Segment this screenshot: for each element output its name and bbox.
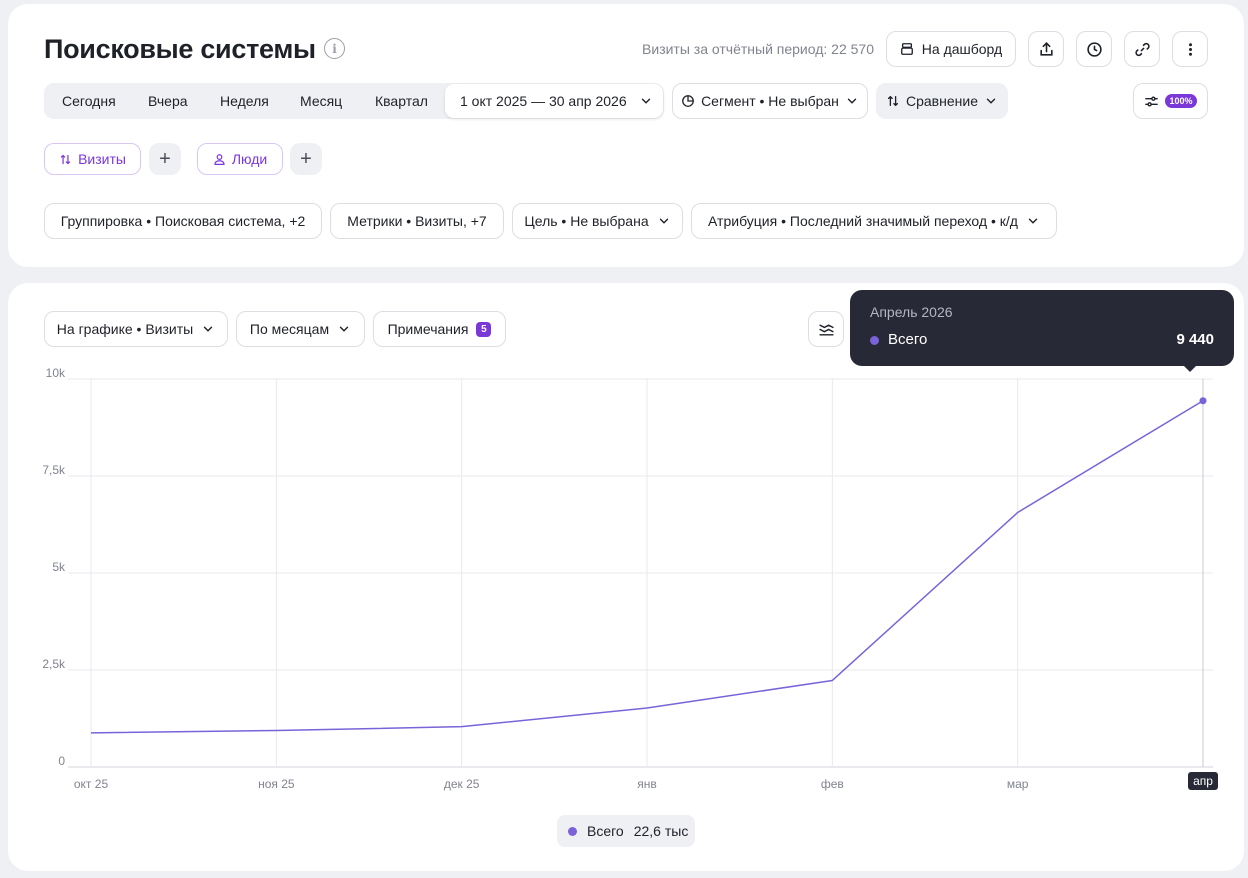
clock-icon [1086,41,1102,57]
chevron-down-icon [986,98,996,104]
y-tick-label: 7,5k [42,463,66,477]
x-tick-label: янв [637,777,657,791]
period-yesterday[interactable]: Вчера [148,93,188,109]
visits-tag[interactable]: Визиты [44,143,141,175]
x-tick-highlight [1188,772,1218,790]
person-icon [214,153,225,165]
page-title: Поисковые системы [44,34,316,64]
graph-metric-selector[interactable]: На графике • Визиты [44,311,228,347]
people-tag-label: Люди [231,151,268,167]
x-tick-label: мар [1007,777,1029,791]
line-chart-icon [818,323,834,336]
sampling-badge: 100% [1165,94,1197,108]
share-link-button[interactable] [1124,31,1160,67]
compare-arrows-icon [60,154,71,164]
export-button[interactable] [1028,31,1064,67]
date-range-picker[interactable]: 1 окт 2025 — 30 апр 2026 [445,84,663,118]
chevron-down-icon [339,326,349,332]
y-tick-label: 0 [58,754,65,768]
x-tick-label: ноя 25 [258,777,295,791]
tooltip-series-dot [870,336,879,345]
notes-button[interactable]: Примечания 5 [373,311,506,347]
segment-selector[interactable]: Сегмент • Не выбран [672,83,868,119]
x-tick-label: фев [821,777,844,791]
time-grouping-selector[interactable]: По месяцам [236,311,365,347]
comparison-label: Сравнение [906,93,978,109]
dashboard-icon [900,43,913,55]
legend-total: 22,6 тыс [633,823,689,839]
period-quarter[interactable]: Квартал [375,93,428,109]
notes-count-badge: 5 [476,321,492,337]
grouping-selector[interactable]: Группировка • Поисковая система, +2 [44,203,322,239]
report-header-card: Поисковые системы i Визиты за отчётный п… [8,4,1244,267]
chart-type-button[interactable] [808,311,844,347]
attribution-selector[interactable]: Атрибуция • Последний значимый переход •… [691,203,1057,239]
tooltip-series-name: Всего [888,331,928,348]
tooltip-value: 9 440 [1176,331,1214,348]
period-today[interactable]: Сегодня [62,93,116,109]
time-grouping-label: По месяцам [249,321,330,337]
info-icon[interactable]: i [324,38,345,59]
history-button[interactable] [1076,31,1112,67]
chevron-down-icon [847,98,857,104]
period-week[interactable]: Неделя [220,93,269,109]
add-to-dashboard-label: На дашборд [921,41,1003,57]
x-tick-label: дек 25 [444,777,480,791]
upload-icon [1039,41,1053,56]
visits-tag-label: Визиты [78,151,126,167]
period-selector: Сегодня Вчера Неделя Месяц Квартал 1 окт… [44,83,664,119]
tooltip-date: Апрель 2026 [870,304,953,320]
chart-tooltip: Апрель 2026 Всего 9 440 [850,290,1234,366]
link-icon [1134,42,1150,56]
legend-label: Всего [587,823,624,839]
data-point-highlight [1199,397,1207,405]
add-visits-filter-button[interactable]: + [149,143,181,175]
tooltip-arrow [1182,364,1198,372]
goal-selector[interactable]: Цель • Не выбрана [512,203,683,239]
date-range-value: 1 окт 2025 — 30 апр 2026 [460,93,627,109]
y-tick-label: 5k [52,560,66,574]
chevron-down-icon [659,218,668,224]
add-people-filter-button[interactable]: + [290,143,322,175]
period-month[interactable]: Месяц [300,93,343,109]
report-settings-button[interactable]: 100% [1133,83,1208,119]
pie-chart-icon [682,95,694,107]
compare-arrows-icon [887,95,899,107]
x-tick-label: окт 25 [74,777,109,791]
y-tick-label: 10k [46,366,66,380]
series-line-total [90,400,1204,734]
more-options-button[interactable] [1172,31,1208,67]
goal-label: Цель • Не выбрана [524,213,649,229]
chevron-down-icon [204,326,213,332]
y-tick-label: 2,5k [42,657,66,671]
chevron-down-icon [1028,218,1038,224]
chart-card: 0 2,5k 5k 7,5k 10k окт 25 ноя 25 дек 25 янв фев ма… [8,283,1244,871]
x-tick-label: апр [1193,774,1213,788]
legend-item-total[interactable]: Всего 22,6 тыс [557,815,695,847]
add-to-dashboard-button[interactable]: На дашборд [886,31,1016,67]
more-vertical-icon [1188,42,1192,56]
notes-label: Примечания [387,321,469,337]
attribution-label: Атрибуция • Последний значимый переход •… [708,213,1018,229]
chevron-down-icon [641,98,650,104]
legend-dot [568,826,577,836]
metrics-selector[interactable]: Метрики • Визиты, +7 [330,203,504,239]
people-tag[interactable]: Люди [197,143,283,175]
visits-summary: Визиты за отчётный период: 22 570 [642,41,874,57]
comparison-selector[interactable]: Сравнение [876,83,1008,119]
segment-label: Сегмент • Не выбран [701,93,839,109]
line-chart[interactable]: 0 2,5k 5k 7,5k 10k окт 25 ноя 25 дек 25 янв фев ма… [8,283,1244,871]
sliders-icon [1145,95,1159,107]
graph-metric-label: На графике • Визиты [56,321,194,337]
